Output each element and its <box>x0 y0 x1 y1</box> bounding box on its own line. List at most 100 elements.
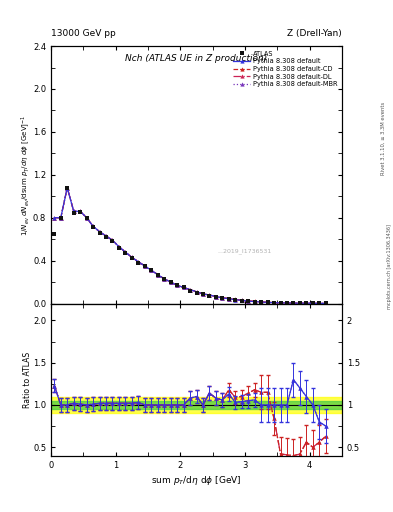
ATLAS <box>304 300 309 306</box>
ATLAS <box>317 301 321 307</box>
Pythia 8.308 default-DL <box>323 301 328 307</box>
Pythia 8.308 default-MBR <box>59 215 63 221</box>
Pythia 8.308 default-CD <box>259 299 263 305</box>
Pythia 8.308 default-CD <box>233 296 238 303</box>
Text: Z (Drell-Yan): Z (Drell-Yan) <box>287 29 342 38</box>
Bar <box>51 401 342 409</box>
ATLAS <box>91 224 95 230</box>
X-axis label: sum $p_T$/d$\eta$ d$\phi$ [GeV]: sum $p_T$/d$\eta$ d$\phi$ [GeV] <box>151 474 242 487</box>
Pythia 8.308 default <box>97 228 102 234</box>
Text: Rivet 3.1.10, ≥ 3.3M events: Rivet 3.1.10, ≥ 3.3M events <box>381 101 386 175</box>
Pythia 8.308 default-MBR <box>52 215 57 221</box>
ATLAS <box>291 300 296 306</box>
Pythia 8.308 default-DL <box>272 300 276 306</box>
Pythia 8.308 default-MBR <box>175 282 180 288</box>
Pythia 8.308 default-DL <box>123 249 128 255</box>
Line: ATLAS: ATLAS <box>52 185 328 306</box>
Line: Pythia 8.308 default: Pythia 8.308 default <box>52 186 328 306</box>
Pythia 8.308 default-MBR <box>162 276 167 282</box>
Pythia 8.308 default-CD <box>175 282 180 288</box>
ATLAS <box>285 300 289 306</box>
Pythia 8.308 default-DL <box>181 284 186 290</box>
Pythia 8.308 default <box>259 299 263 305</box>
Pythia 8.308 default-DL <box>59 215 63 221</box>
Pythia 8.308 default <box>65 185 70 191</box>
Text: 13000 GeV pp: 13000 GeV pp <box>51 29 116 38</box>
Pythia 8.308 default-DL <box>265 299 270 305</box>
Pythia 8.308 default-DL <box>168 279 173 285</box>
Pythia 8.308 default-MBR <box>91 223 95 229</box>
Pythia 8.308 default <box>181 284 186 290</box>
Pythia 8.308 default <box>207 292 212 298</box>
ATLAS <box>278 300 283 306</box>
Pythia 8.308 default-DL <box>252 298 257 305</box>
Pythia 8.308 default <box>175 282 180 288</box>
ATLAS <box>259 299 263 305</box>
Pythia 8.308 default-CD <box>59 215 63 221</box>
Pythia 8.308 default-CD <box>181 284 186 290</box>
ATLAS <box>175 282 180 288</box>
Pythia 8.308 default-CD <box>239 297 244 303</box>
Pythia 8.308 default <box>265 300 270 306</box>
Pythia 8.308 default-CD <box>278 300 283 306</box>
Pythia 8.308 default <box>323 301 328 307</box>
Pythia 8.308 default-CD <box>136 259 141 265</box>
Pythia 8.308 default-MBR <box>246 298 251 304</box>
Pythia 8.308 default-DL <box>78 208 83 215</box>
Pythia 8.308 default-MBR <box>220 295 225 301</box>
Pythia 8.308 default <box>246 298 251 304</box>
Pythia 8.308 default-CD <box>252 298 257 305</box>
Pythia 8.308 default-MBR <box>123 249 128 255</box>
Pythia 8.308 default <box>233 296 238 303</box>
Pythia 8.308 default-CD <box>304 300 309 306</box>
ATLAS <box>181 284 186 290</box>
Pythia 8.308 default-DL <box>175 282 180 288</box>
Pythia 8.308 default <box>298 300 302 306</box>
ATLAS <box>130 255 134 262</box>
Pythia 8.308 default <box>123 249 128 255</box>
Pythia 8.308 default-MBR <box>78 208 83 215</box>
Pythia 8.308 default-DL <box>259 299 263 305</box>
Text: mcplots.cern.ch [arXiv:1306.3436]: mcplots.cern.ch [arXiv:1306.3436] <box>387 224 391 309</box>
ATLAS <box>252 298 257 305</box>
ATLAS <box>323 301 328 307</box>
Pythia 8.308 default <box>110 237 115 243</box>
Pythia 8.308 default-CD <box>207 292 212 298</box>
Pythia 8.308 default-DL <box>310 300 315 306</box>
Pythia 8.308 default-MBR <box>310 300 315 306</box>
Pythia 8.308 default-MBR <box>278 300 283 306</box>
Pythia 8.308 default <box>278 300 283 306</box>
ATLAS <box>220 295 225 301</box>
Pythia 8.308 default-CD <box>52 215 57 221</box>
Pythia 8.308 default-MBR <box>65 185 70 191</box>
Pythia 8.308 default-DL <box>130 254 134 261</box>
Pythia 8.308 default-CD <box>168 279 173 285</box>
Pythia 8.308 default-DL <box>72 208 76 215</box>
ATLAS <box>65 185 70 191</box>
ATLAS <box>117 245 121 251</box>
Pythia 8.308 default-CD <box>200 291 205 297</box>
Pythia 8.308 default <box>317 300 321 306</box>
ATLAS <box>78 209 83 216</box>
Pythia 8.308 default <box>59 215 63 221</box>
Pythia 8.308 default-MBR <box>291 300 296 306</box>
ATLAS <box>59 215 63 221</box>
Pythia 8.308 default-DL <box>91 223 95 229</box>
Pythia 8.308 default-MBR <box>200 291 205 297</box>
Pythia 8.308 default-MBR <box>104 233 108 239</box>
Pythia 8.308 default-CD <box>149 267 154 273</box>
Pythia 8.308 default-MBR <box>117 244 121 250</box>
Pythia 8.308 default-CD <box>298 300 302 306</box>
ATLAS <box>52 231 57 237</box>
ATLAS <box>104 234 108 240</box>
Pythia 8.308 default-MBR <box>188 287 193 293</box>
Pythia 8.308 default-CD <box>188 287 193 293</box>
Pythia 8.308 default-DL <box>110 237 115 243</box>
Pythia 8.308 default <box>136 259 141 265</box>
ATLAS <box>155 271 160 278</box>
Pythia 8.308 default <box>200 291 205 297</box>
Pythia 8.308 default-MBR <box>259 299 263 305</box>
Pythia 8.308 default-CD <box>65 185 70 191</box>
Pythia 8.308 default-DL <box>84 215 89 221</box>
ATLAS <box>239 297 244 304</box>
